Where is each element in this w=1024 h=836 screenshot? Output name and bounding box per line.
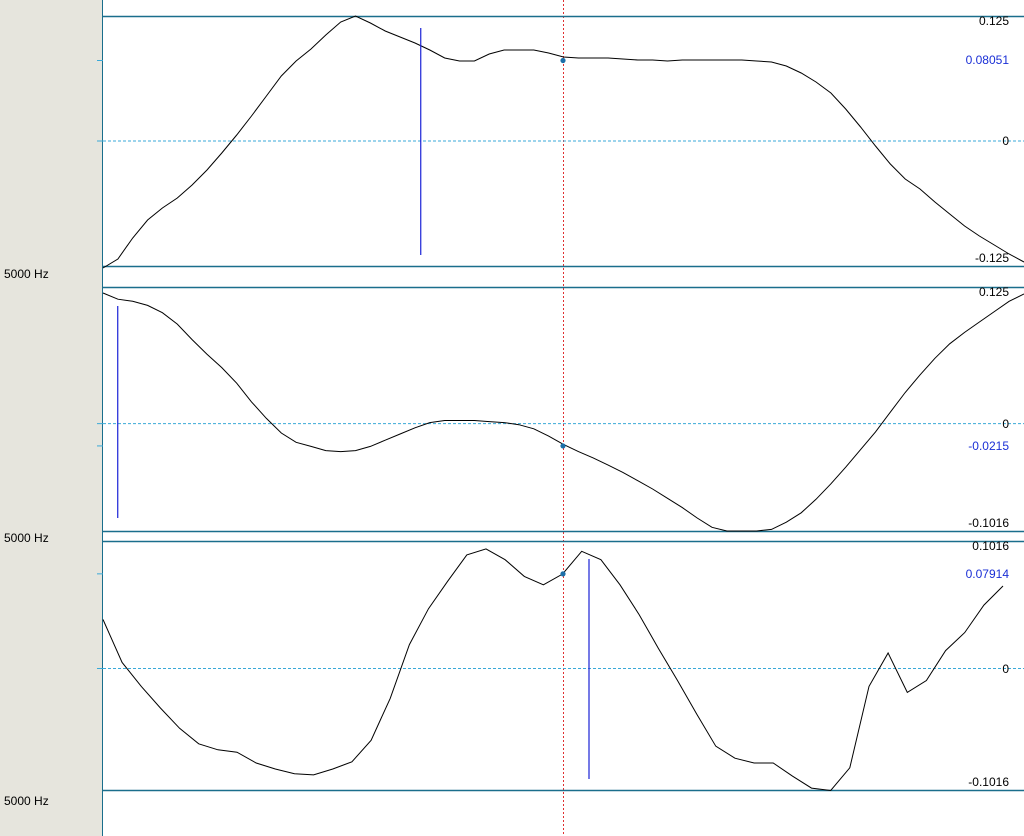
panel-3-ylabel-bottom: -0.1016	[968, 775, 1009, 789]
panel-1-waveform	[102, 15, 1024, 269]
panel-1-ylabel-bottom: -0.125	[974, 251, 1009, 265]
panel-3-cursor-dot[interactable]	[560, 571, 566, 577]
panel-2-ylabel-zero: 0	[1002, 416, 1009, 431]
panel-3-ylabel-zero: 0	[1002, 661, 1009, 676]
panel-3-waveform	[102, 548, 1004, 792]
panel-2-freq-label: 5000 Hz	[4, 531, 49, 545]
panel-2-cursor-dot[interactable]	[560, 443, 566, 449]
panel-3-freq-label: 5000 Hz	[4, 794, 49, 808]
panel-2-cursor-value: -0.0215	[968, 438, 1009, 453]
panel-2-ylabel-bottom: -0.1016	[968, 516, 1009, 530]
axis-strip	[0, 0, 103, 836]
panel-1-cursor-dot[interactable]	[560, 57, 566, 64]
panel-1-ylabel-top: 0.125	[978, 14, 1009, 28]
panel-1-ylabel-zero: 0	[1002, 134, 1009, 148]
panel-3-ylabel-top: 0.1016	[972, 539, 1009, 553]
panel-2-ylabel-top: 0.125	[978, 285, 1009, 299]
panel-1-cursor-value: 0.08051	[965, 53, 1009, 68]
panel-3-cursor-value: 0.07914	[965, 566, 1009, 581]
panel-1-freq-label: 5000 Hz	[4, 267, 49, 281]
